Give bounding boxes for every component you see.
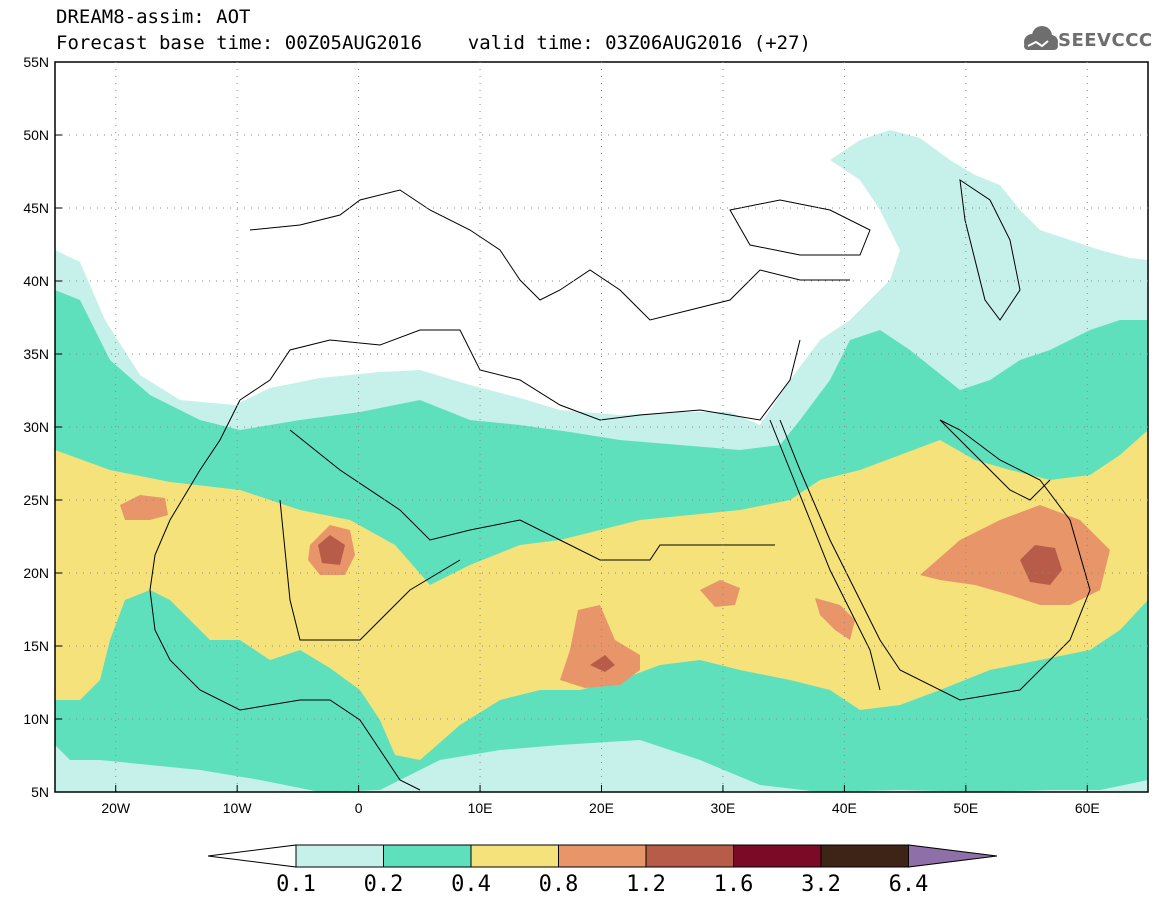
colorbar-label: 0.8 <box>538 872 579 897</box>
lat-label: 20N <box>23 565 49 581</box>
lat-label: 50N <box>23 127 49 143</box>
colorbar-label: 6.4 <box>888 872 929 897</box>
aot-band-1.2 <box>318 535 345 565</box>
lon-label: 10E <box>468 800 493 816</box>
lat-label: 45N <box>23 200 49 216</box>
lat-label: 10N <box>23 711 49 727</box>
aot-band-0.8 <box>120 495 168 520</box>
colorbar-above-arrow <box>908 844 998 868</box>
colorbar-swatch <box>645 844 734 868</box>
lat-label: 35N <box>23 346 49 362</box>
lat-label: 25N <box>23 492 49 508</box>
axis-ticks: 20W 10W 0 10E 20E 30E 40E 50E 60E 55N 50N 45N 40N 35N… <box>23 54 1099 816</box>
colorbar-label: 1.2 <box>626 872 666 897</box>
colorbar-swatch <box>558 844 647 868</box>
lon-label: 30E <box>710 800 735 816</box>
lon-label: 20E <box>589 800 614 816</box>
coastline-persian-gulf <box>939 419 1051 501</box>
colorbar-swatch <box>820 844 909 868</box>
aot-band-0.8 <box>920 505 1110 605</box>
border-sahara <box>289 429 775 561</box>
aot-band-0.8 <box>815 598 855 640</box>
coastline-black-sea <box>729 199 871 256</box>
colorbar <box>207 844 998 868</box>
colorbar-label: 0.1 <box>276 872 316 897</box>
colorbar-label: 1.6 <box>713 872 754 897</box>
coastline-west-africa <box>149 399 421 791</box>
aot-band-0.8 <box>560 605 640 688</box>
colorbar-below-arrow <box>207 844 297 868</box>
colorbar-swatch <box>295 844 384 868</box>
lat-label: 55N <box>23 54 49 70</box>
coastline-caspian <box>959 178 1021 321</box>
colorbar-label: 3.2 <box>801 872 841 897</box>
lon-label: 50E <box>953 800 978 816</box>
coastline-north-africa <box>239 329 801 421</box>
lon-label: 60E <box>1075 800 1100 816</box>
coastlines <box>149 178 1091 791</box>
cloud-icon <box>1024 26 1058 50</box>
lat-label: 30N <box>23 419 49 435</box>
lat-label: 40N <box>23 273 49 289</box>
aot-band-0.8 <box>700 580 740 607</box>
colorbar-swatch <box>383 844 472 868</box>
lon-label: 10W <box>223 800 253 816</box>
colorbar-swatch <box>733 844 822 868</box>
lat-label: 15N <box>23 638 49 654</box>
logo-text: SEEVCCC <box>1058 30 1153 51</box>
forecast-time-line: Forecast base time: 00Z05AUG2016 valid t… <box>56 32 811 54</box>
lon-label: 40E <box>832 800 857 816</box>
aot-band-1.2 <box>1020 545 1062 585</box>
lon-label: 20W <box>101 800 131 816</box>
coastline-iberia-europe <box>249 189 850 321</box>
graticule <box>55 62 1148 792</box>
border-sahel <box>279 499 461 641</box>
colorbar-label: 0.2 <box>363 872 404 897</box>
coastline-red-sea <box>769 419 881 691</box>
colorbar-label: 0.4 <box>451 872 491 897</box>
coastline-arabia <box>779 419 1091 701</box>
colorbar-swatch <box>470 844 559 868</box>
lat-label: 5N <box>31 784 49 800</box>
aot-band-1.2 <box>590 655 615 672</box>
map-title: DREAM8-assim: AOT <box>56 6 251 28</box>
lon-label: 0 <box>355 800 363 816</box>
